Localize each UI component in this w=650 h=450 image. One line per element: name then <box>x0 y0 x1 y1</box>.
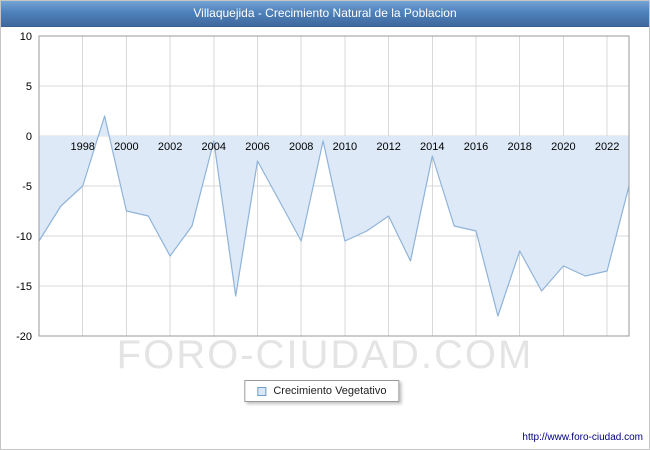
svg-text:1998: 1998 <box>70 141 94 153</box>
chart-title: Villaquejida - Crecimiento Natural de la… <box>1 1 649 27</box>
legend-series-swatch <box>257 386 267 396</box>
legend-box: Crecimiento Vegetativo <box>244 380 400 402</box>
svg-text:2022: 2022 <box>595 141 619 153</box>
watermark-text: FORO-CIUDAD.COM <box>116 333 534 377</box>
svg-text:5: 5 <box>26 81 32 93</box>
svg-text:2006: 2006 <box>245 141 269 153</box>
svg-text:10: 10 <box>20 31 32 43</box>
svg-text:-15: -15 <box>16 281 32 293</box>
svg-text:2008: 2008 <box>289 141 313 153</box>
svg-text:2002: 2002 <box>158 141 182 153</box>
svg-text:2016: 2016 <box>464 141 488 153</box>
svg-text:-10: -10 <box>16 231 32 243</box>
legend-series-label: Crecimiento Vegetativo <box>273 385 387 397</box>
svg-text:0: 0 <box>26 131 32 143</box>
svg-text:2010: 2010 <box>333 141 357 153</box>
svg-text:2014: 2014 <box>420 141 444 153</box>
footer-url-link[interactable]: http://www.foro-ciudad.com <box>522 432 643 443</box>
svg-text:2020: 2020 <box>551 141 575 153</box>
svg-text:-20: -20 <box>16 331 32 343</box>
svg-text:2018: 2018 <box>507 141 531 153</box>
svg-text:2012: 2012 <box>376 141 400 153</box>
svg-text:2004: 2004 <box>202 141 226 153</box>
svg-text:-5: -5 <box>22 181 32 193</box>
svg-text:2000: 2000 <box>114 141 138 153</box>
